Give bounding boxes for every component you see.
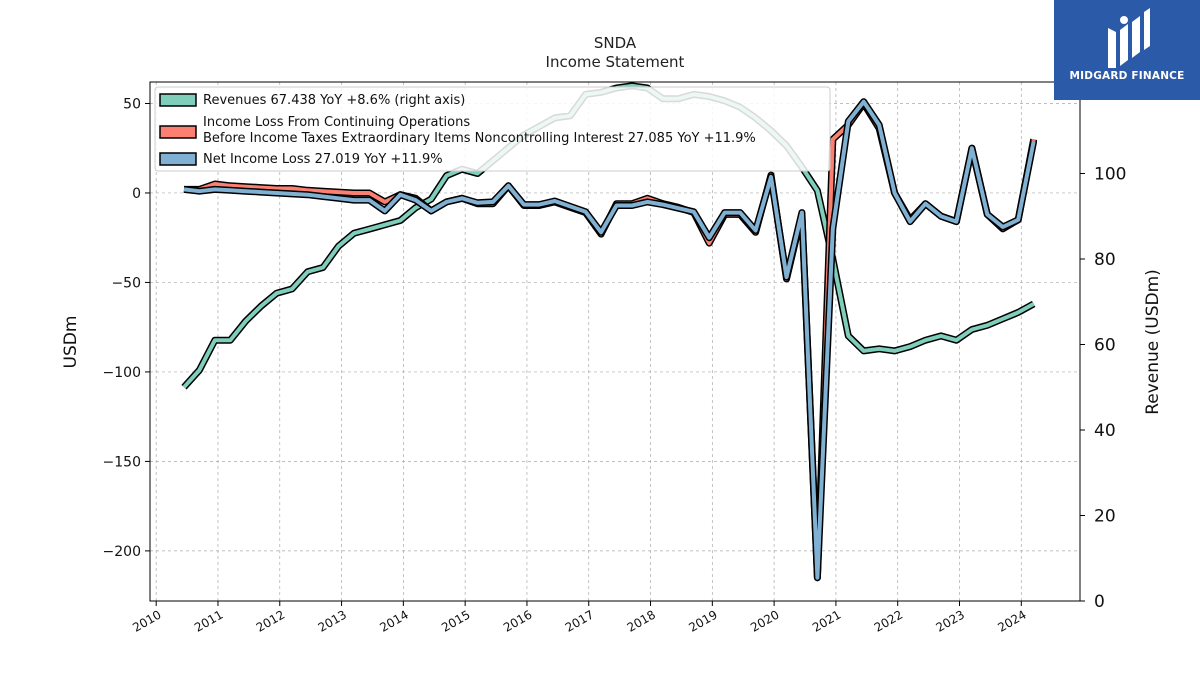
right-tick-label: 40 (1094, 421, 1116, 441)
legend-label-pretax-income-line2: Before Income Taxes Extraordinary Items … (203, 131, 756, 146)
series-layer (181, 82, 1038, 582)
legend: Revenues 67.438 YoY +8.6% (right axis) I… (154, 86, 831, 172)
left-tick-label: −150 (103, 454, 141, 470)
legend-box (154, 86, 831, 172)
right-tick-label: 20 (1094, 506, 1116, 526)
right-tick-label: 60 (1094, 335, 1116, 355)
plot-frame (149, 81, 1081, 602)
chart-title: Income Statement (546, 53, 685, 71)
right-axis: 0 20 40 60 80 100 (1080, 164, 1126, 612)
left-tick-label: 0 (132, 186, 141, 202)
logo-wordmark: MIDGARD FINANCE (1069, 70, 1185, 82)
right-tick-label: 100 (1094, 164, 1126, 184)
left-tick-label: 50 (123, 96, 141, 112)
left-tick-label: −200 (103, 544, 141, 560)
y-axis-label-right: Revenue (USDm) (1143, 269, 1163, 415)
chart-ticker: SNDA (594, 34, 637, 52)
legend-label-pretax-income-line1: Income Loss From Continuing Operations (203, 115, 470, 130)
logo-mark-icon (1108, 8, 1150, 68)
legend-swatch-net-income (159, 152, 197, 166)
right-tick-label: 0 (1094, 592, 1105, 612)
midgard-finance-logo: MIDGARD FINANCE (1054, 0, 1200, 100)
legend-label-revenues: Revenues 67.438 YoY +8.6% (right axis) (203, 93, 465, 108)
right-tick-label: 80 (1094, 250, 1116, 270)
legend-swatch-revenues (159, 93, 197, 107)
y-axis-label-left: USDm (61, 316, 81, 369)
left-tick-label: −50 (111, 275, 141, 291)
series-line-net-income (183, 99, 1036, 580)
legend-label-net-income: Net Income Loss 27.019 YoY +11.9% (203, 152, 443, 167)
left-axis: 50 0 −50 −100 −150 −200 (103, 96, 150, 560)
left-tick-label: −100 (103, 365, 141, 381)
legend-swatch-pretax-income (159, 125, 197, 139)
